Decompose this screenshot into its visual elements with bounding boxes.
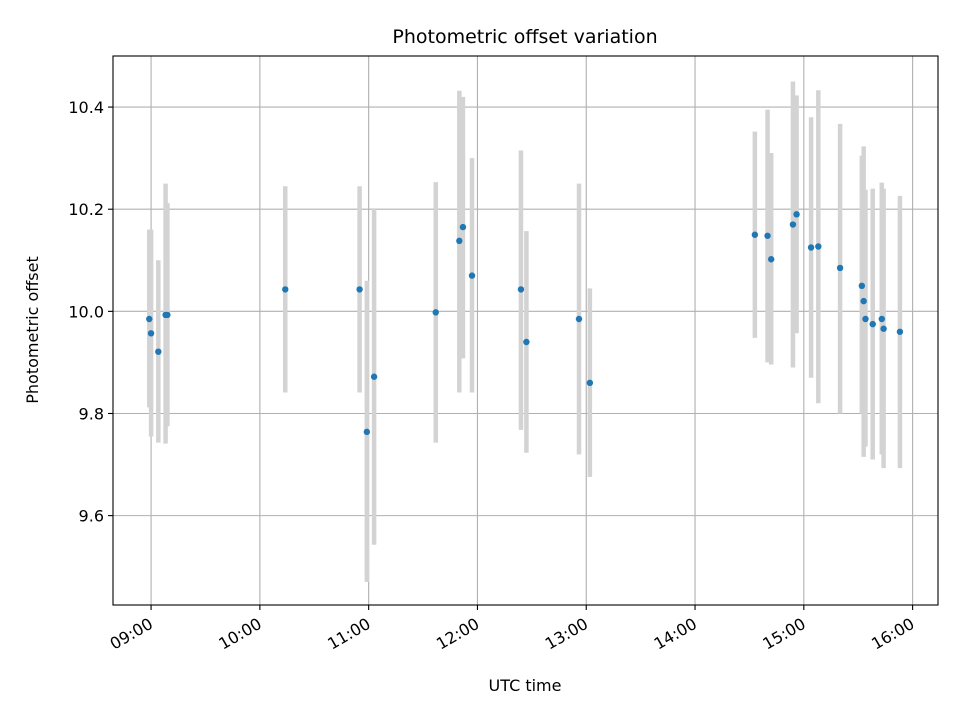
data-point <box>586 379 594 387</box>
data-point <box>456 237 463 245</box>
y-axis-ticks: 9.6 9.8 10.0 10.2 10.4 <box>68 98 113 526</box>
data-point <box>880 325 887 332</box>
data-points <box>146 211 904 436</box>
y-tick-label: 9.6 <box>79 507 104 526</box>
grid <box>113 56 938 605</box>
data-point <box>146 315 153 323</box>
data-point <box>764 232 771 239</box>
error-bars <box>147 81 903 583</box>
data-point <box>459 223 467 231</box>
data-point <box>517 286 525 293</box>
x-tick-label: 12:00 <box>433 614 482 654</box>
data-point <box>793 211 800 218</box>
x-tick-label: 09:00 <box>107 614 156 654</box>
plot-area-frame <box>112 55 939 606</box>
x-tick-label: 14:00 <box>651 614 700 654</box>
x-tick-label: 16:00 <box>868 614 917 654</box>
data-point <box>860 297 867 305</box>
data-point <box>370 373 378 380</box>
data-point <box>807 244 815 251</box>
x-tick-label: 15:00 <box>759 614 808 654</box>
data-point <box>751 231 759 238</box>
y-tick-label: 10.2 <box>68 200 104 219</box>
y-axis-label: Photometric offset <box>23 256 42 404</box>
data-point <box>282 286 289 293</box>
data-point <box>878 315 885 323</box>
x-tick-label: 10:00 <box>215 614 264 654</box>
data-point <box>575 315 583 323</box>
data-point <box>432 309 439 316</box>
data-point <box>767 256 775 263</box>
data-point <box>789 221 797 228</box>
data-point <box>869 320 876 328</box>
data-point <box>858 282 866 290</box>
data-point <box>147 330 155 337</box>
x-tick-label: 11:00 <box>324 614 373 654</box>
data-point <box>155 348 162 355</box>
data-point <box>164 311 171 319</box>
data-point <box>363 428 371 436</box>
x-axis-ticks: 09:00 10:00 11:00 12:00 13:00 14:00 15:00 16:00 <box>107 605 918 654</box>
x-tick-label: 13:00 <box>542 614 591 654</box>
x-axis-label: UTC time <box>489 676 562 695</box>
y-tick-label: 10.4 <box>68 98 104 117</box>
data-point <box>523 338 530 346</box>
data-point <box>815 243 822 250</box>
data-point <box>836 264 844 272</box>
data-point <box>356 286 363 293</box>
data-point <box>468 272 476 279</box>
data-point <box>862 315 869 323</box>
y-tick-label: 10.0 <box>68 302 104 321</box>
chart-title: Photometric offset variation <box>392 26 657 48</box>
y-tick-label: 9.8 <box>79 404 104 423</box>
data-point <box>896 328 904 335</box>
